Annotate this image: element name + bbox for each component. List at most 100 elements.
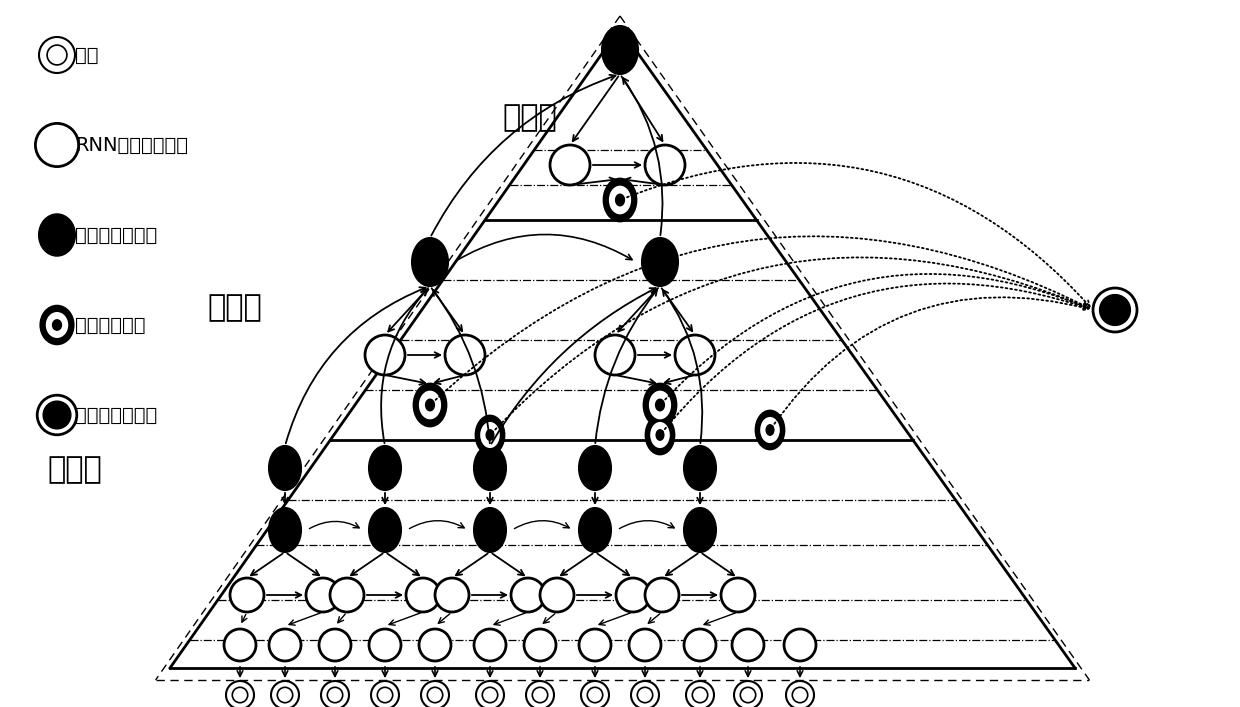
Ellipse shape [46, 312, 67, 337]
Circle shape [629, 629, 661, 661]
Circle shape [675, 335, 715, 375]
Text: 第一层: 第一层 [47, 455, 103, 484]
Circle shape [269, 629, 301, 661]
Circle shape [784, 629, 816, 661]
Ellipse shape [646, 416, 675, 454]
Ellipse shape [370, 446, 401, 490]
Circle shape [224, 629, 255, 661]
Circle shape [734, 681, 763, 707]
Ellipse shape [425, 399, 434, 411]
Ellipse shape [651, 423, 670, 448]
Ellipse shape [38, 214, 74, 256]
Circle shape [720, 578, 755, 612]
Circle shape [684, 629, 715, 661]
Circle shape [272, 681, 299, 707]
Circle shape [588, 687, 603, 703]
Circle shape [582, 681, 609, 707]
Ellipse shape [601, 26, 639, 74]
Ellipse shape [269, 508, 301, 552]
Ellipse shape [481, 423, 498, 448]
Circle shape [732, 629, 764, 661]
Circle shape [786, 681, 813, 707]
Circle shape [525, 629, 556, 661]
Ellipse shape [756, 411, 784, 449]
Ellipse shape [474, 446, 506, 490]
Ellipse shape [476, 416, 503, 454]
Circle shape [43, 401, 71, 429]
Ellipse shape [370, 508, 401, 552]
Circle shape [645, 145, 684, 185]
Ellipse shape [656, 399, 665, 411]
Circle shape [47, 45, 67, 65]
Circle shape [428, 687, 443, 703]
Text: 迭代聚合状态: 迭代聚合状态 [74, 315, 145, 334]
Circle shape [511, 578, 546, 612]
Circle shape [526, 681, 554, 707]
Text: 第二层: 第二层 [207, 293, 263, 322]
Circle shape [36, 124, 78, 167]
Ellipse shape [52, 320, 62, 330]
Text: 多尺度融合特征: 多尺度融合特征 [74, 406, 157, 424]
Circle shape [377, 687, 393, 703]
Circle shape [645, 578, 680, 612]
Circle shape [330, 578, 365, 612]
Circle shape [482, 687, 497, 703]
Ellipse shape [684, 446, 715, 490]
Circle shape [686, 681, 714, 707]
Circle shape [435, 578, 469, 612]
Circle shape [616, 578, 650, 612]
Circle shape [445, 335, 485, 375]
Text: 层次化聚合状态: 层次化聚合状态 [74, 226, 157, 245]
Circle shape [474, 629, 506, 661]
Circle shape [792, 687, 807, 703]
Ellipse shape [474, 508, 506, 552]
Circle shape [579, 629, 611, 661]
Circle shape [476, 681, 503, 707]
Ellipse shape [610, 187, 630, 214]
Circle shape [327, 687, 342, 703]
Ellipse shape [579, 508, 611, 552]
Circle shape [551, 145, 590, 185]
Text: 输入: 输入 [74, 45, 98, 64]
Ellipse shape [644, 384, 676, 426]
Text: 第三层: 第三层 [502, 103, 557, 132]
Ellipse shape [579, 446, 611, 490]
Ellipse shape [761, 418, 779, 443]
Circle shape [539, 578, 574, 612]
Ellipse shape [642, 238, 678, 286]
Circle shape [419, 629, 451, 661]
Ellipse shape [650, 392, 671, 419]
Ellipse shape [419, 392, 440, 419]
Ellipse shape [766, 425, 774, 436]
Circle shape [365, 335, 405, 375]
Circle shape [232, 687, 248, 703]
Circle shape [422, 681, 449, 707]
Circle shape [38, 37, 74, 73]
Circle shape [229, 578, 264, 612]
Circle shape [1100, 295, 1131, 325]
Circle shape [1092, 288, 1137, 332]
Circle shape [692, 687, 708, 703]
Circle shape [370, 629, 401, 661]
Circle shape [595, 335, 635, 375]
Ellipse shape [615, 194, 625, 206]
Circle shape [740, 687, 755, 703]
Circle shape [532, 687, 548, 703]
Text: RNN的隐藏层状态: RNN的隐藏层状态 [74, 136, 188, 155]
Ellipse shape [656, 430, 663, 440]
Circle shape [37, 395, 77, 435]
Ellipse shape [41, 306, 73, 344]
Ellipse shape [684, 508, 715, 552]
Ellipse shape [604, 179, 636, 221]
Circle shape [405, 578, 440, 612]
Circle shape [306, 578, 340, 612]
Ellipse shape [269, 446, 301, 490]
Circle shape [631, 681, 658, 707]
Circle shape [319, 629, 351, 661]
Circle shape [321, 681, 348, 707]
Circle shape [278, 687, 293, 703]
Circle shape [371, 681, 399, 707]
Circle shape [226, 681, 254, 707]
Circle shape [637, 687, 652, 703]
Ellipse shape [486, 430, 494, 440]
